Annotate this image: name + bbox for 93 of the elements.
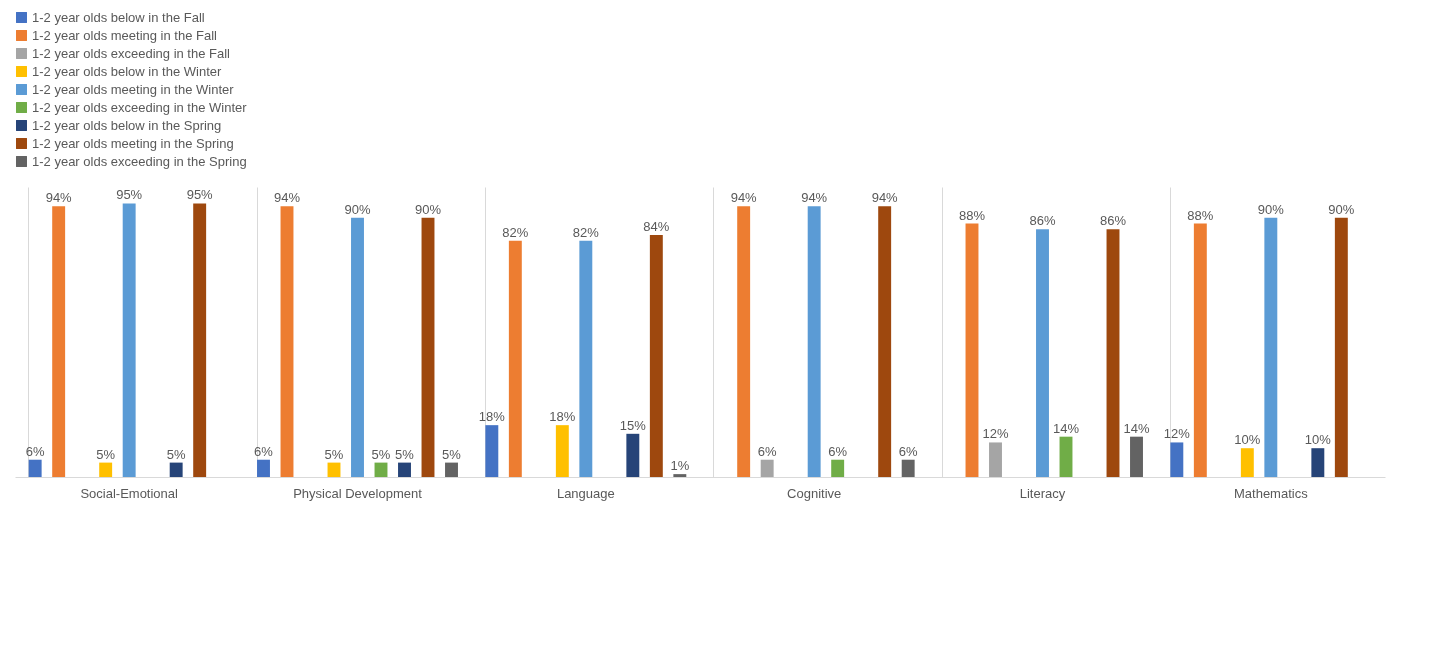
legend-label: 1-2 year olds meeting in the Fall (32, 27, 218, 43)
bar (579, 240, 593, 477)
bar (169, 462, 183, 477)
legend-label: 1-2 year olds exceeding in the Spring (32, 153, 247, 169)
data-label: 6% (898, 443, 918, 459)
bar (398, 462, 411, 477)
data-label: 90% (1257, 201, 1285, 217)
legend-label: 1-2 year olds below in the Spring (32, 117, 222, 133)
data-label: 95% (116, 187, 143, 203)
data-label: 5% (395, 446, 415, 462)
data-label: 10% (1304, 432, 1332, 448)
bar (1193, 223, 1207, 477)
data-label: 88% (1187, 207, 1214, 223)
bar (28, 459, 42, 477)
data-label: 86% (1099, 213, 1127, 229)
data-label: 6% (25, 443, 45, 459)
bar (760, 459, 774, 477)
bar (555, 425, 569, 477)
data-label: 94% (801, 190, 828, 206)
bar (965, 223, 979, 477)
bar (485, 425, 499, 477)
data-label: 94% (45, 190, 73, 206)
data-label: 90% (414, 201, 442, 217)
x-tick-label: Cognitive (787, 485, 842, 501)
data-label: 18% (549, 409, 576, 425)
data-label: 90% (1328, 201, 1355, 217)
data-label: 18% (478, 409, 506, 425)
bar (1264, 217, 1278, 477)
data-label: 12% (1163, 426, 1191, 442)
bar (737, 206, 751, 477)
data-label: 84% (643, 219, 670, 235)
bar (193, 203, 207, 477)
legend-label: 1-2 year olds below in the Fall (32, 9, 205, 25)
data-label: 5% (371, 446, 391, 462)
data-label: 6% (828, 443, 848, 459)
bar (351, 217, 364, 477)
data-label: 5% (324, 446, 344, 462)
bar (1130, 436, 1143, 477)
data-label: 94% (871, 190, 899, 206)
bar (99, 462, 113, 477)
data-label: 10% (1234, 432, 1261, 448)
x-tick-label: Language (556, 485, 615, 501)
bar (901, 459, 915, 477)
data-label: 86% (1029, 213, 1056, 229)
data-label: 82% (502, 224, 529, 240)
bar (989, 442, 1002, 477)
bar (1059, 436, 1073, 477)
bar (831, 459, 845, 477)
bar (257, 459, 270, 477)
legend-label: 1-2 year olds exceeding in the Winter (32, 99, 248, 115)
bar (1170, 442, 1184, 477)
bar (508, 240, 522, 477)
x-tick-label: Physical Development (293, 485, 423, 501)
legend-label: 1-2 year olds exceeding in the Fall (32, 45, 231, 61)
data-label: 6% (757, 443, 777, 459)
data-label: 15% (619, 417, 647, 433)
data-label: 95% (186, 187, 214, 203)
bar (374, 462, 388, 477)
bar (1334, 217, 1348, 477)
legend-label: 1-2 year olds meeting in the Winter (32, 81, 235, 97)
x-tick-label: Mathematics (1233, 485, 1309, 501)
data-label: 12% (982, 426, 1009, 442)
data-label: 94% (730, 190, 758, 206)
data-label: 82% (572, 224, 600, 240)
bar (878, 206, 892, 477)
data-label: 5% (166, 446, 186, 462)
bar (626, 433, 640, 477)
bar (1106, 229, 1120, 477)
x-tick-label: Literacy (1019, 485, 1066, 501)
data-label: 90% (344, 201, 371, 217)
data-label: 88% (958, 207, 986, 223)
bar (52, 206, 66, 477)
legend-label: 1-2 year olds meeting in the Spring (32, 135, 234, 151)
data-label: 94% (273, 190, 301, 206)
bar (280, 206, 294, 477)
bar (649, 235, 663, 477)
bar (1311, 448, 1325, 477)
bar (122, 203, 136, 477)
data-label: 1% (670, 458, 690, 474)
bar (445, 462, 458, 477)
data-label: 5% (96, 446, 116, 462)
data-label: 14% (1052, 420, 1080, 436)
bar (1240, 448, 1254, 477)
bar (327, 462, 341, 477)
data-label: 5% (442, 446, 462, 462)
x-tick-label: Social-Emotional (80, 485, 179, 501)
bar (421, 217, 435, 477)
data-label: 6% (254, 443, 274, 459)
legend-label: 1-2 year olds below in the Winter (32, 63, 222, 79)
bar (673, 474, 687, 477)
data-label: 14% (1123, 420, 1150, 436)
bar (807, 206, 821, 477)
bar (1036, 229, 1049, 477)
